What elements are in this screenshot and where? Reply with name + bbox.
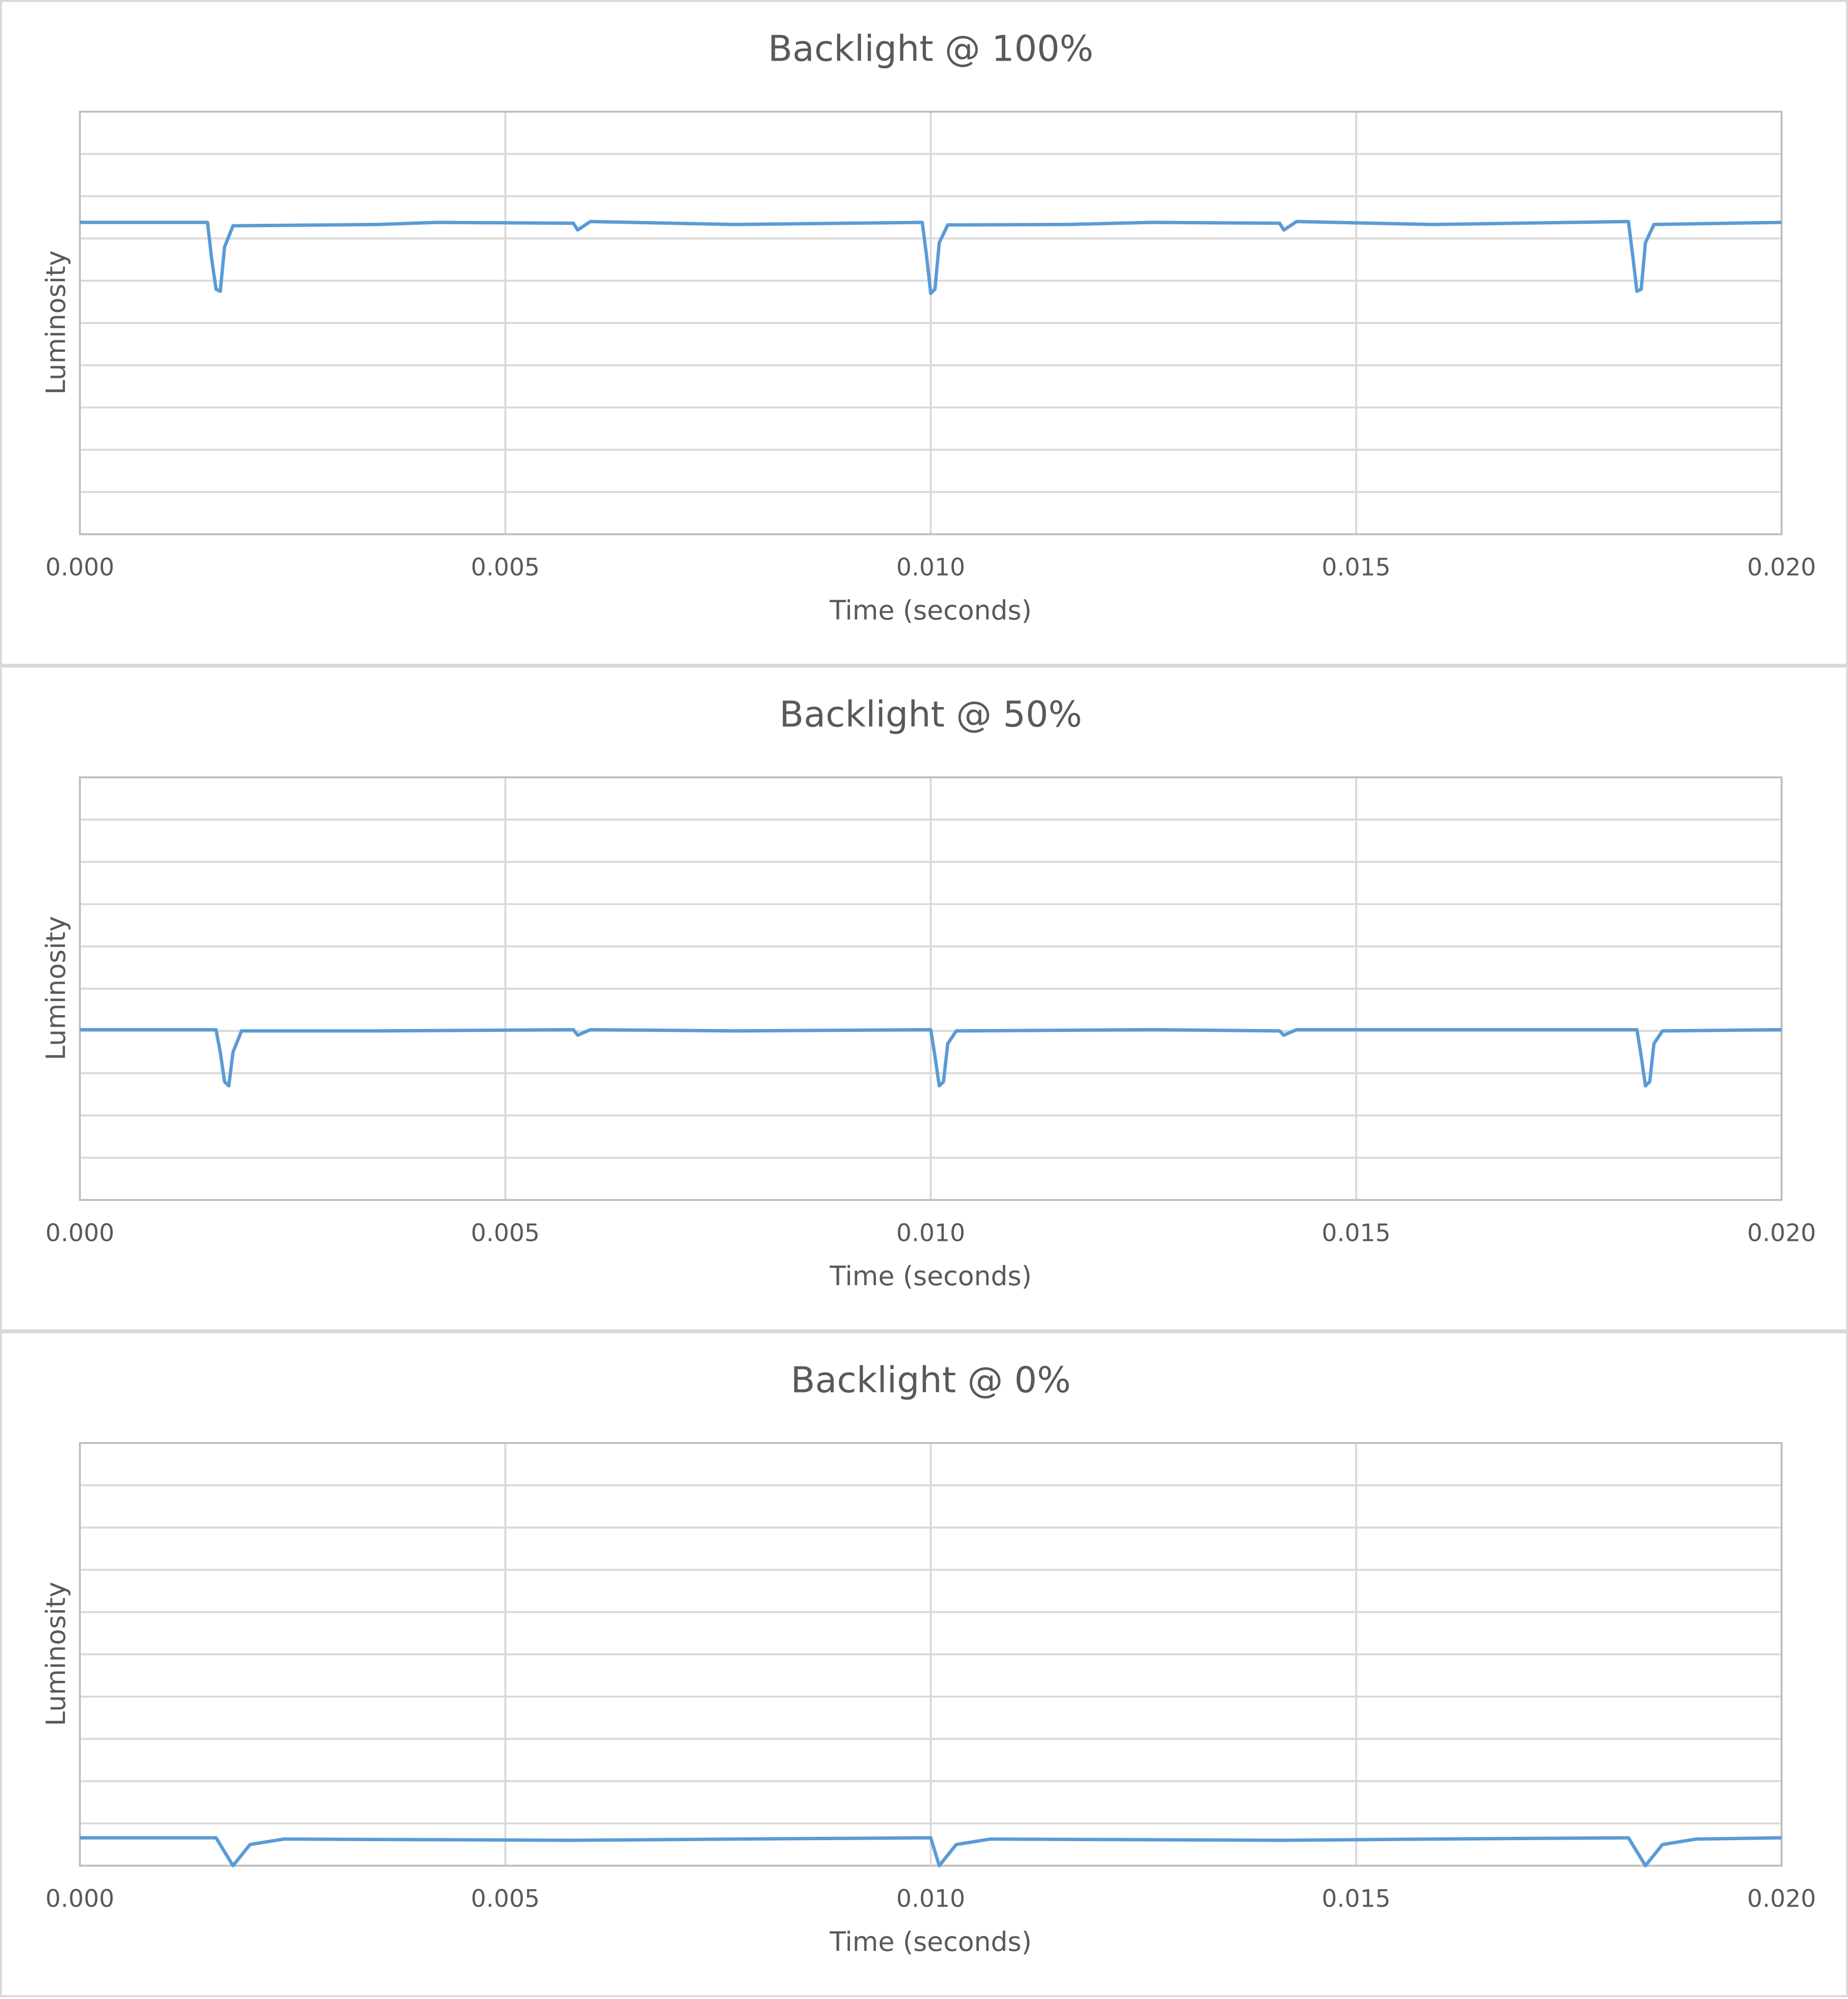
x-tick-label: 0.020 [1747, 554, 1816, 581]
x-axis-label: Time (seconds) [829, 595, 1032, 626]
y-axis-label: Luminosity [40, 1582, 71, 1726]
x-axis-label: Time (seconds) [829, 1926, 1032, 1957]
chart: Backlight @ 50% 0.000 0.005 0.010 0.015 0.020… [0, 666, 1848, 1331]
x-tick-label: 0.005 [471, 1219, 539, 1247]
plot-border [79, 111, 1783, 535]
chart: Backlight @ 0% 0.000 0.005 0.010 0.015 0.020 T… [0, 1331, 1848, 1997]
x-tick-label: 0.000 [45, 1885, 114, 1913]
chart-title: Backlight @ 0% [791, 1360, 1071, 1401]
x-tick-label: 0.005 [471, 1885, 539, 1913]
x-tick-label: 0.000 [45, 554, 114, 581]
chart-title: Backlight @ 50% [779, 694, 1082, 735]
x-tick-label: 0.020 [1747, 1885, 1816, 1913]
x-axis-label: Time (seconds) [829, 1261, 1032, 1291]
x-tick-label: 0.015 [1322, 1219, 1390, 1247]
x-tick-label: 0.010 [896, 554, 965, 581]
data-line [80, 1028, 1782, 1088]
chart-title: Backlight @ 100% [768, 28, 1093, 70]
x-tick-label: 0.000 [45, 1219, 114, 1247]
x-tick-label: 0.020 [1747, 1219, 1816, 1247]
x-tick-label: 0.010 [896, 1885, 965, 1913]
y-axis-label: Luminosity [40, 250, 71, 395]
x-tick-label: 0.010 [896, 1219, 965, 1247]
plot-border [79, 776, 1783, 1201]
plot-border [79, 1442, 1783, 1867]
x-tick-label: 0.005 [471, 554, 539, 581]
data-line [80, 219, 1782, 295]
x-tick-label: 0.015 [1322, 554, 1390, 581]
y-axis-label: Luminosity [40, 916, 71, 1060]
data-line [80, 1836, 1782, 1868]
x-tick-label: 0.015 [1322, 1885, 1390, 1913]
chart: Backlight @ 100% 0.000 0.005 0.010 0.015 0.02… [0, 0, 1848, 666]
